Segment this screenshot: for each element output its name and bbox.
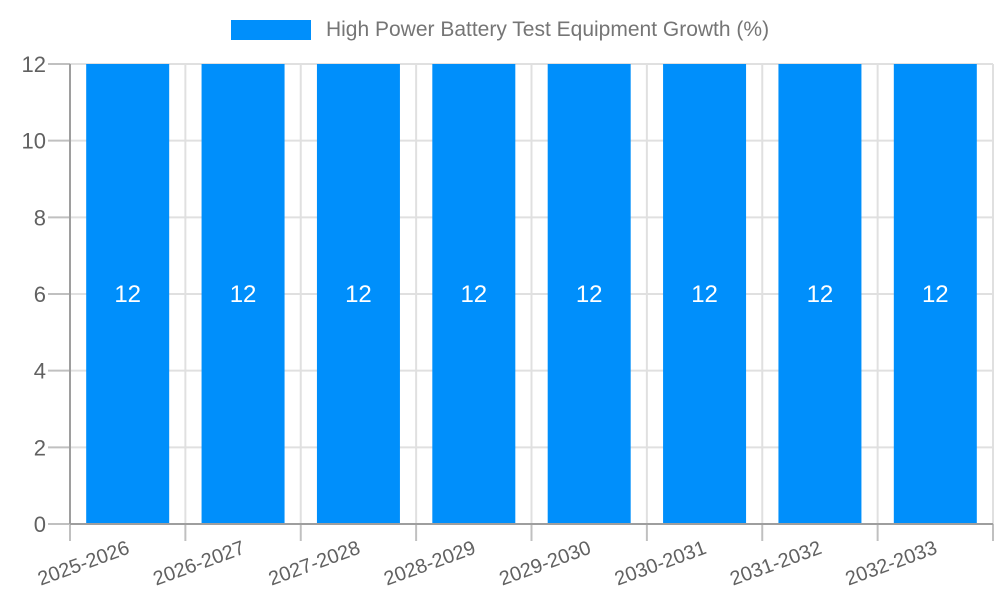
y-axis-label: 2 [34, 435, 46, 460]
legend-title-label: High Power Battery Test Equipment Growth… [325, 18, 770, 41]
bar-value-label: 12 [460, 281, 487, 308]
bar[interactable] [778, 64, 862, 524]
y-axis-label: 12 [22, 52, 46, 77]
chart-legend[interactable]: High Power Battery Test Equipment Growth… [0, 18, 1000, 42]
bar[interactable] [201, 64, 285, 524]
bar[interactable] [316, 64, 400, 524]
bar-value-label: 12 [114, 281, 141, 308]
y-axis-label: 6 [34, 282, 46, 307]
bar[interactable] [547, 64, 631, 524]
y-axis-label: 8 [34, 205, 46, 230]
bar[interactable] [893, 64, 977, 524]
bar[interactable] [663, 64, 747, 524]
bar[interactable] [86, 64, 170, 524]
x-axis-label: 2026-2027 [150, 537, 247, 590]
bar-value-label: 12 [807, 281, 834, 308]
x-axis-label: 2027-2028 [266, 537, 363, 590]
x-axis-label: 2025-2026 [35, 537, 132, 590]
bar-value-label: 12 [230, 281, 257, 308]
bar-value-label: 12 [576, 281, 603, 308]
x-axis-label: 2029-2030 [496, 537, 593, 590]
x-axis-label: 2028-2029 [381, 537, 478, 590]
y-axis-label: 0 [34, 512, 46, 537]
bar-value-label: 12 [691, 281, 718, 308]
x-axis-label: 2032-2033 [843, 537, 940, 590]
bar[interactable] [432, 64, 516, 524]
bar-value-label: 12 [922, 281, 949, 308]
bar-value-label: 12 [345, 281, 372, 308]
legend-swatch [230, 20, 311, 40]
x-axis-label: 2031-2032 [727, 537, 824, 590]
y-axis-label: 10 [22, 129, 46, 154]
y-axis-label: 4 [34, 359, 46, 384]
x-axis-label: 2030-2031 [612, 537, 709, 590]
